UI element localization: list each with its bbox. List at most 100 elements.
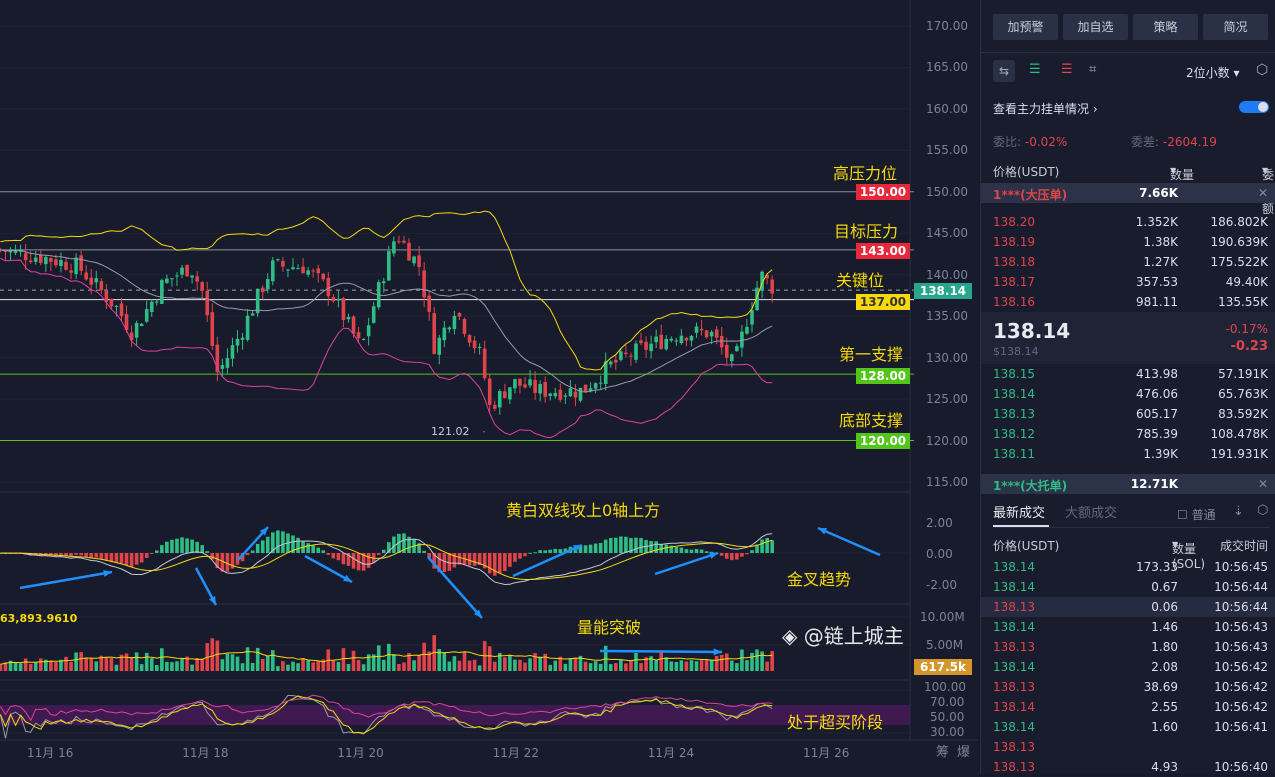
trade-settings-icon[interactable]: ⬡ [1257,503,1269,518]
book-row[interactable]: 138.14 476.06 65.763K [981,384,1275,404]
volume-bar [225,653,230,671]
candle [134,322,139,338]
macd-bar [265,536,270,553]
macd-bar [144,553,149,559]
candle [719,336,724,348]
tab-latest-trades[interactable]: 最新成交 [993,506,1046,521]
add-watchlist-button[interactable]: 加自选 [1063,14,1128,40]
trade-col-qty[interactable]: 数量(SOL) ▾ [1171,537,1206,571]
candle [200,282,204,291]
add-alert-button[interactable]: 加预警 [993,14,1058,40]
col-amount[interactable]: 委托额 ▾ [1261,163,1274,216]
sort-icon[interactable]: ⇣ [1233,504,1244,519]
trade-col-time: 成交时间 [1219,539,1268,553]
book-header: 价格(USDT) 数量 (SOL) ▾ 委托额 ▾ [981,160,1275,216]
volume-bar [356,660,361,671]
price-axis-label: 115.00 [926,474,968,489]
macd-bar [704,551,709,553]
main-orders-link[interactable]: 查看主力挂单情况 › [993,102,1098,116]
macd-bar [215,553,220,569]
macd-bar [619,536,623,553]
trade-row[interactable]: 138.13 1.80 10:56:43 [981,637,1275,657]
macd-bar [694,549,699,553]
candle [240,337,245,340]
volume-bar [351,650,356,671]
volume-bar [714,655,719,671]
macd-bar [94,553,99,558]
book-bids-icon[interactable]: ☰ [1029,62,1041,77]
tab-large-trades[interactable]: 大额成交 [1065,506,1118,521]
book-row[interactable]: 138.11 1.39K 191.931K [981,444,1275,464]
trade-row[interactable]: 138.14 173.33 10:56:45 [981,557,1275,577]
row-amount: 190.639K [1210,235,1269,249]
book-asks-icon[interactable]: ☰ [1061,62,1073,77]
strategy-button[interactable]: 策略 [1133,14,1198,40]
trade-row[interactable]: 138.13 38.69 10:56:42 [981,677,1275,697]
book-row[interactable]: 138.20 1.352K 186.802K [981,212,1275,232]
big-bid-row[interactable]: 1***(大托单) 12.71K ✕ [981,474,1275,494]
book-row[interactable]: 138.18 1.27K 175.522K [981,252,1275,272]
candle [694,326,699,333]
trade-row[interactable]: 138.13 0.06 10:56:44 [981,597,1275,617]
trade-row[interactable]: 138.14 1.46 10:56:43 [981,617,1275,637]
trade-row[interactable]: 138.13 4.93 10:56:40 [981,757,1275,777]
bollinger-upper [0,210,773,371]
trade-row[interactable]: 138.14 1.60 10:56:41 [981,717,1275,737]
trade-row[interactable]: 138.14 2.08 10:56:42 [981,657,1275,677]
close-icon[interactable]: ✕ [1257,477,1268,491]
candle [765,274,769,279]
candle [447,327,452,330]
volume-bar [79,652,83,671]
volume-bar [59,659,63,671]
trade-row[interactable]: 138.14 0.67 10:56:44 [981,577,1275,597]
decimals-select[interactable]: 2位小数 ▾ [1186,66,1240,80]
macd-bar [750,550,754,553]
chip-button[interactable]: 筹 [936,745,950,760]
macd-bar [296,537,300,553]
col-qty[interactable]: 数量 (SOL) ▾ [1170,163,1203,197]
row-qty: 1.80 [1151,640,1178,654]
book-row[interactable]: 138.16 981.11 135.55K [981,292,1275,312]
candle [69,270,73,273]
overview-button[interactable]: 简况 [1203,14,1268,40]
normal-checkbox[interactable]: ☐ 普通 [1177,508,1216,522]
volume-bar [457,660,462,671]
row-time: 10:56:42 [1214,700,1268,714]
volume-bar [44,659,48,671]
volume-bar [165,661,169,671]
volume-bar [250,663,255,671]
rsi-line-3 [0,694,773,722]
candle [49,258,53,262]
macd-bar [765,537,769,553]
macd-bar [84,553,88,557]
trade-row[interactable]: 138.14 2.55 10:56:42 [981,697,1275,717]
volume-bar [427,651,431,671]
chart-canvas[interactable] [0,0,978,774]
book-row[interactable]: 138.19 1.38K 190.639K [981,232,1275,252]
big-ask-label: 1***(大压单) [993,188,1068,202]
macd-bar [79,553,83,556]
big-ask-row[interactable]: 1***(大压单) 7.66K ✕ [981,183,1275,203]
main-orders-toggle[interactable] [1239,101,1269,113]
volume-bar [407,653,411,671]
close-icon[interactable]: ✕ [1257,186,1268,200]
book-row[interactable]: 138.15 413.98 57.191K [981,364,1275,384]
candle [614,359,618,363]
volume-bar [563,663,568,671]
macd-bar [770,540,774,553]
row-amount: 108.478K [1210,427,1269,441]
volume-bar [376,645,381,671]
settings-icon[interactable]: ⬡ [1256,62,1269,78]
row-qty: 173.33 [1136,560,1178,574]
book-row[interactable]: 138.17 357.53 49.40K [981,272,1275,292]
trade-row[interactable]: 138.13 [981,737,1275,757]
book-trades-icon[interactable]: ⌗ [1089,62,1097,77]
row-price: 138.14 [993,720,1035,734]
book-both-icon[interactable]: ⇆ [993,60,1015,82]
row-qty: 1.60 [1151,720,1178,734]
book-row[interactable]: 138.13 605.17 83.592K [981,404,1275,424]
book-row[interactable]: 138.12 785.39 108.478K [981,424,1275,444]
kline-chart[interactable]: 高压力位 目标压力 关键位 第一支撑 底部支撑 黄白双线攻上0轴上方 金叉趋势 … [0,0,978,774]
liquidation-button[interactable]: 爆 [957,745,971,760]
macd-bar [669,545,674,553]
